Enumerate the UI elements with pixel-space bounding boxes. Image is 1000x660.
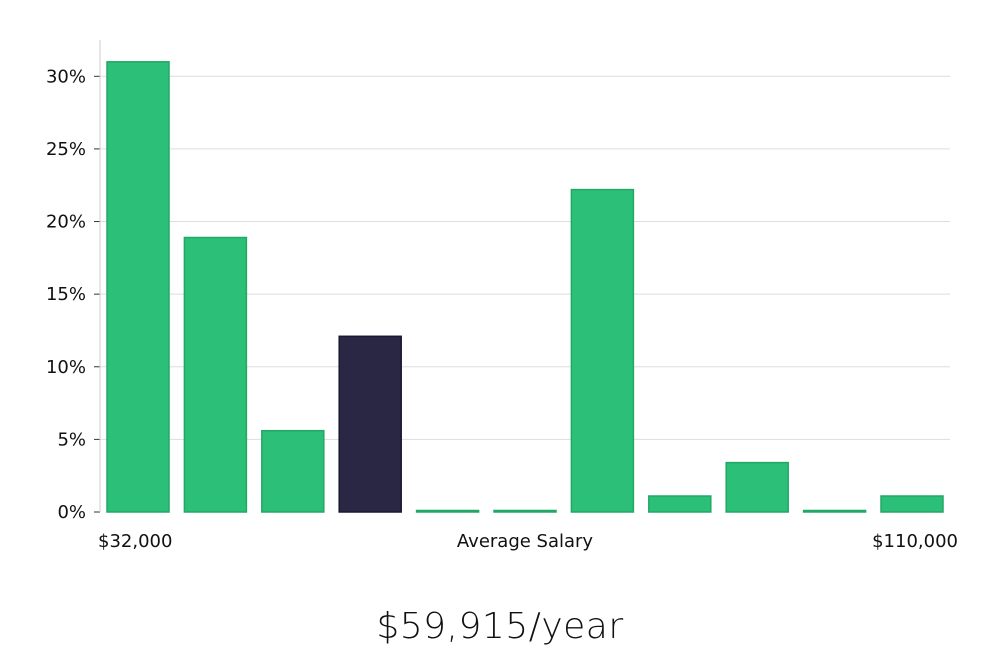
y-tick-label: 30% [46,66,86,87]
y-tick-label: 20% [46,212,86,233]
y-tick-label: 10% [46,357,86,378]
y-tick-label: 5% [57,429,86,450]
bar [261,429,325,513]
x-max-label: $110,000 [872,531,958,552]
bar [183,236,248,513]
y-tick-label: 0% [57,502,86,523]
bars [106,61,944,513]
y-axis-ticks: 0% 5% 10% 15% 20% 25% 30% [46,66,100,523]
bar [725,461,789,513]
bar [802,509,867,513]
bar [880,495,944,513]
bar [415,509,480,513]
bar [493,509,557,513]
x-axis-title: Average Salary [457,531,594,552]
bar [570,188,635,513]
bar [106,61,170,513]
average-salary-headline: $59,915/year [376,606,624,647]
x-min-label: $32,000 [98,531,172,552]
bar-highlighted [338,335,402,513]
y-tick-label: 15% [46,284,86,305]
salary-histogram: 0% 5% 10% 15% 20% 25% 30% $32,000 Average Sala… [46,40,958,552]
bar [648,495,712,513]
y-tick-label: 25% [46,139,86,160]
